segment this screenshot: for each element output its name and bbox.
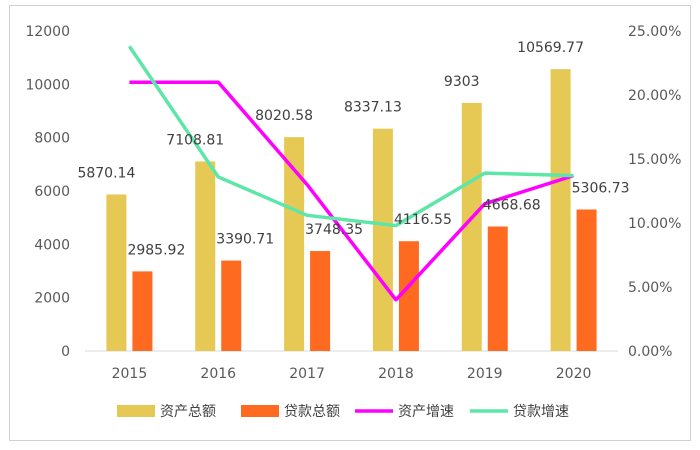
y-left-tick-label: 0	[61, 344, 70, 360]
y-right-tick-label: 0.00%	[628, 344, 672, 360]
bar-loan-total	[132, 271, 153, 351]
y-right-tick-label: 15.00%	[628, 152, 681, 168]
y-right-tick-label: 10.00%	[628, 216, 681, 232]
bar-asset-total	[372, 128, 393, 351]
loan-total-data-label: 3390.71	[216, 232, 274, 248]
bar-loan-total	[398, 241, 419, 351]
line-asset-growth	[129, 80, 575, 302]
y-left-tick-label: 10000	[25, 77, 70, 93]
asset-total-data-label: 8020.58	[255, 108, 313, 124]
legend-loan-total-label: 贷款总额	[284, 404, 340, 420]
legend-loan-growth-label: 贷款增速	[513, 404, 569, 420]
bar-layer	[106, 69, 597, 351]
line-layer	[127, 45, 575, 302]
asset-total-data-label: 5870.14	[77, 165, 135, 181]
y-right-tick-label: 20.00%	[628, 88, 681, 104]
x-tick-label: 2017	[289, 366, 325, 382]
x-tick-label: 2016	[200, 366, 236, 382]
y-left-tick-label: 4000	[34, 237, 70, 253]
x-tick-label: 2015	[112, 366, 148, 382]
loan-total-data-label: 5306.73	[572, 180, 630, 196]
y-left-tick-label: 2000	[34, 291, 70, 307]
y-right-tick-label: 25.00%	[628, 24, 681, 40]
legend-asset-growth-label: 资产增速	[398, 404, 454, 420]
y-left-tick-label: 6000	[34, 184, 70, 200]
legend-asset-total-label: 资产总额	[160, 404, 216, 420]
loan-total-data-label: 4116.55	[394, 212, 452, 228]
asset-total-data-label: 10569.77	[517, 40, 584, 56]
asset-total-data-label: 7108.81	[166, 132, 224, 148]
bar-asset-total	[195, 161, 216, 351]
asset-total-data-label: 9303	[444, 74, 480, 90]
line-loan-growth	[127, 45, 574, 228]
bar-asset-total	[284, 137, 305, 351]
y-left-tick-label: 12000	[25, 24, 70, 40]
bar-loan-total	[576, 209, 597, 351]
x-tick-label: 2018	[378, 366, 414, 382]
label-layer: 5870.14 7108.81 8020.58 8337.13 9303 10569.77…	[77, 40, 629, 258]
x-tick-label: 2020	[556, 366, 592, 382]
y-left-tick-label: 8000	[34, 131, 70, 147]
x-tick-label: 2019	[467, 366, 503, 382]
bar-loan-total	[487, 226, 508, 351]
bar-asset-total	[550, 69, 571, 351]
y-right-tick-label: 5.00%	[628, 280, 672, 296]
bar-asset-total	[106, 194, 127, 351]
bar-loan-total	[221, 260, 242, 351]
legend: 资产总额 贷款总额 资产增速 贷款增速	[117, 404, 569, 420]
loan-total-data-label: 2985.92	[127, 242, 185, 258]
bar-asset-total	[461, 102, 482, 351]
legend-asset-total-swatch	[117, 405, 155, 417]
asset-total-data-label: 8337.13	[344, 100, 402, 116]
axis-layer: 0 2000 4000 6000 8000 10000 12000 0.00% 5.00% 10.…	[25, 24, 681, 382]
loan-total-data-label: 4668.68	[483, 198, 541, 214]
bar-loan-total	[310, 251, 331, 351]
loan-total-data-label: 3748.35	[305, 222, 363, 238]
legend-loan-total-swatch	[241, 405, 279, 417]
